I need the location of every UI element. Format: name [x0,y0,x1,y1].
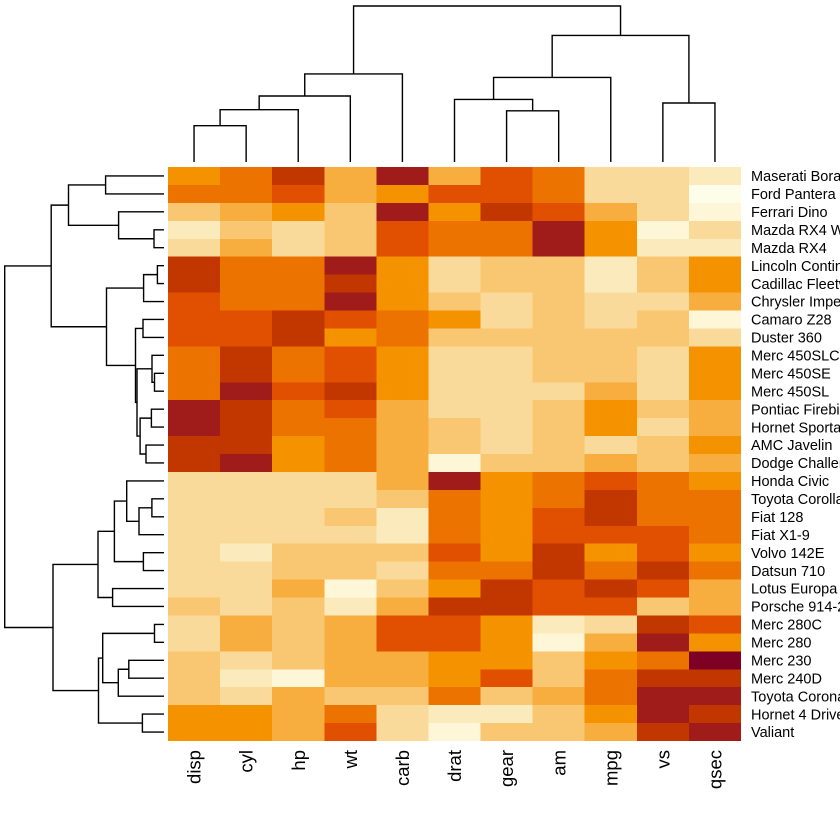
svg-text:AMC Javelin: AMC Javelin [751,438,832,454]
svg-text:Fiat 128: Fiat 128 [751,510,803,526]
svg-text:Merc 280C: Merc 280C [751,618,822,634]
svg-text:Merc 450SL: Merc 450SL [751,384,829,400]
svg-text:disp: disp [184,750,205,784]
svg-text:Valiant: Valiant [751,725,794,741]
svg-text:am: am [548,750,569,776]
svg-text:Ford Pantera L: Ford Pantera L [751,187,840,203]
svg-text:cyl: cyl [236,750,257,773]
svg-text:Merc 450SLC: Merc 450SLC [751,349,840,365]
svg-text:Hornet 4 Drive: Hornet 4 Drive [751,707,840,723]
svg-text:Volvo 142E: Volvo 142E [751,546,825,562]
svg-text:Duster 360: Duster 360 [751,331,822,347]
svg-text:Lotus Europa: Lotus Europa [751,582,838,598]
svg-text:Toyota Corona: Toyota Corona [751,689,840,705]
svg-text:Ferrari Dino: Ferrari Dino [751,205,828,221]
svg-text:gear: gear [496,750,517,787]
svg-text:carb: carb [392,750,413,786]
svg-text:Merc 230: Merc 230 [751,653,811,669]
svg-text:Hornet Sportabout: Hornet Sportabout [751,420,840,436]
svg-text:Chrysler Imperial: Chrysler Imperial [751,295,840,311]
svg-text:wt: wt [340,750,361,770]
svg-text:drat: drat [444,750,465,782]
svg-text:Mazda RX4 Wag: Mazda RX4 Wag [751,223,840,239]
svg-text:Fiat X1-9: Fiat X1-9 [751,528,810,544]
svg-text:Dodge Challenger: Dodge Challenger [751,456,840,472]
svg-text:Cadillac Fleetwood: Cadillac Fleetwood [751,277,840,293]
svg-text:Honda Civic: Honda Civic [751,474,829,490]
svg-text:mpg: mpg [600,750,621,786]
svg-text:Merc 450SE: Merc 450SE [751,366,831,382]
svg-text:Camaro Z28: Camaro Z28 [751,313,832,329]
svg-text:Mazda RX4: Mazda RX4 [751,241,827,257]
svg-text:Maserati Bora: Maserati Bora [751,169,840,185]
svg-text:qsec: qsec [705,750,726,789]
svg-text:vs: vs [652,750,673,769]
svg-text:Merc 240D: Merc 240D [751,671,822,687]
svg-text:hp: hp [288,750,309,771]
svg-text:Datsun 710: Datsun 710 [751,564,825,580]
svg-text:Porsche 914-2: Porsche 914-2 [751,600,840,616]
svg-text:Lincoln Continental: Lincoln Continental [751,259,840,275]
svg-text:Merc 280: Merc 280 [751,636,811,652]
svg-text:Toyota Corolla: Toyota Corolla [751,492,840,508]
svg-text:Pontiac Firebird: Pontiac Firebird [751,402,840,418]
